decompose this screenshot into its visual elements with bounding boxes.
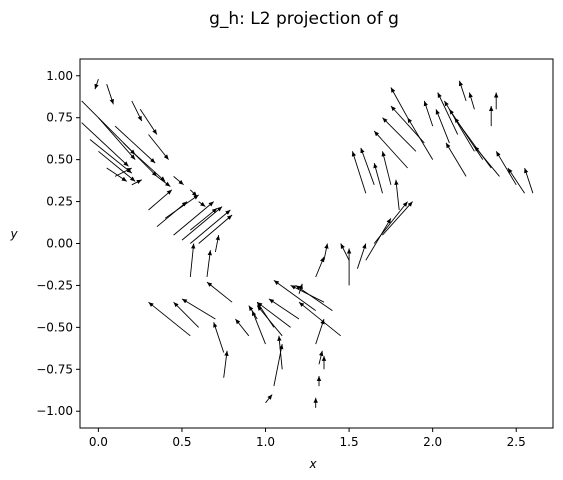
vector-arrow: [444, 100, 475, 152]
vector-arrow: [423, 100, 434, 127]
y-tick-label: 0.00: [46, 237, 73, 251]
vector-arrow: [173, 201, 214, 236]
vector-arrow: [356, 243, 367, 269]
y-tick-label: −0.50: [36, 320, 73, 334]
vector-arrow: [437, 92, 459, 135]
vector-arrow: [251, 310, 266, 345]
vector-arrow: [298, 283, 303, 294]
chart-title: g_h: L2 projection of g: [209, 9, 399, 29]
vector-arrow: [474, 145, 500, 177]
vector-arrow: [213, 322, 225, 353]
vector-arrow: [173, 301, 200, 328]
y-tick-label: 0.25: [46, 195, 73, 209]
vector-arrow: [265, 394, 273, 404]
y-tick-label: 1.00: [46, 69, 73, 83]
x-axis: 0.0 0.5 1.0 1.5 2.0 2.5: [89, 428, 526, 449]
vector-arrow: [315, 318, 325, 345]
vector-arrow: [98, 150, 136, 182]
vector-arrow: [164, 194, 199, 219]
vector-arrow: [435, 109, 450, 144]
vector-arrow: [318, 350, 324, 365]
vector-arrow: [273, 344, 284, 387]
vector-arrow: [256, 301, 291, 328]
vector-arrow: [94, 78, 99, 90]
vector-arrow: [268, 298, 300, 320]
vector-arrow: [98, 117, 136, 160]
vector-arrow: [382, 201, 413, 236]
vector-arrow: [131, 150, 166, 182]
vector-arrow: [206, 281, 233, 303]
x-tick-label: 0.0: [89, 435, 108, 449]
vector-arrow: [298, 301, 341, 337]
vector-arrow: [148, 189, 173, 211]
vector-arrow: [373, 162, 383, 194]
vector-arrow: [106, 84, 114, 105]
y-tick-label: 0.75: [46, 111, 73, 125]
vector-arrow: [106, 167, 128, 182]
vector-arrow: [235, 318, 250, 337]
vector-arrow: [131, 100, 143, 122]
vector-arrow: [445, 142, 467, 177]
vector-arrow: [189, 243, 196, 278]
y-tick-label: 0.50: [46, 153, 73, 167]
vector-arrow: [365, 218, 392, 261]
vector-arrow: [373, 130, 408, 169]
vector-arrow: [181, 298, 216, 320]
vector-arrow: [351, 151, 367, 194]
vector-arrow: [223, 350, 229, 378]
vector-arrow: [390, 87, 408, 118]
vector-arrow: [394, 179, 400, 211]
vector-arrow: [468, 92, 475, 110]
vector-arrow: [295, 285, 333, 311]
vector-arrow: [173, 176, 184, 186]
vector-arrow: [323, 243, 329, 261]
vector-arrow: [407, 117, 434, 160]
y-axis: 1.00 0.75 0.50 0.25 0.00 −0.25 −0.50 −0.75 −1.00: [36, 69, 80, 418]
vector-arrow: [495, 151, 517, 186]
vector-arrow: [381, 151, 392, 185]
vector-arrow: [256, 305, 283, 337]
vector-arrow: [277, 335, 283, 370]
vector-arrow: [156, 176, 171, 187]
y-axis-label: y: [9, 227, 18, 241]
vector-arrow: [256, 301, 275, 328]
x-tick-label: 1.0: [256, 435, 275, 449]
vector-arrow: [81, 122, 129, 167]
vector-arrow: [273, 280, 316, 311]
vector-arrow: [123, 142, 158, 177]
x-axis-label: x: [308, 457, 317, 471]
y-tick-label: −0.25: [36, 278, 73, 292]
x-tick-label: 2.5: [507, 435, 526, 449]
vector-arrow: [190, 209, 231, 244]
vector-arrow: [360, 147, 375, 185]
vector-arrow: [198, 214, 233, 244]
vector-arrow: [114, 125, 156, 164]
vector-arrow: [89, 139, 133, 174]
plot-frame: [79, 58, 554, 429]
vector-arrow: [524, 167, 534, 194]
vector-arrow: [139, 109, 158, 135]
y-tick-label: −0.75: [36, 362, 73, 376]
vector-arrow: [198, 201, 206, 207]
x-tick-label: 0.5: [172, 435, 191, 449]
vector-arrow: [382, 117, 417, 152]
y-tick-label: −1.00: [36, 404, 73, 418]
vector-arrow: [373, 201, 408, 244]
vector-arrow: [148, 134, 169, 160]
vector-arrow: [206, 250, 212, 278]
vector-arrow: [189, 189, 198, 197]
vector-arrow: [315, 256, 325, 278]
vector-arrow: [190, 207, 218, 231]
vector-arrow: [458, 80, 467, 102]
vector-arrow: [131, 179, 143, 186]
vector-arrow: [340, 243, 350, 261]
vector-arrow: [214, 235, 220, 252]
x-tick-label: 1.5: [340, 435, 359, 449]
vector-arrow: [507, 167, 525, 194]
plot-area: [81, 78, 534, 408]
vector-arrow: [156, 201, 188, 228]
vector-arrow: [148, 301, 191, 337]
x-tick-label: 2.0: [423, 435, 442, 449]
